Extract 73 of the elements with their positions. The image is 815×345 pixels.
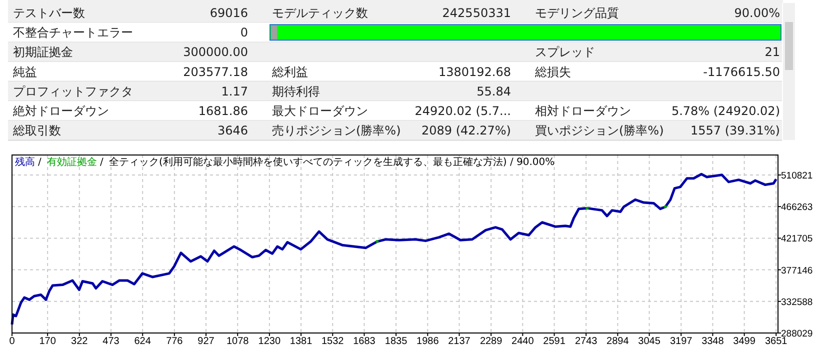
y-tick-label: 377146: [781, 265, 813, 276]
x-tick-label: 3348: [702, 336, 724, 345]
text: 24920.02 (5.7...: [414, 104, 511, 118]
text: 不整合チャートエラー: [13, 26, 133, 40]
text: 初期証拠金: [13, 45, 73, 60]
x-tick-label: 2137: [448, 336, 471, 345]
text: 90.00%: [734, 6, 780, 20]
text: 242550331: [442, 6, 511, 20]
x-tick-label: 3651: [764, 336, 788, 345]
annotation: /: [100, 157, 104, 168]
text: 1.17: [221, 84, 248, 98]
x-tick-label: 1381: [290, 336, 313, 345]
chart-title: 全ティック(利用可能な最小時間枠を使いすべてのティックを生成する、最も正確な方法) / 90.00%: [109, 156, 555, 168]
text: -1176615.50: [703, 64, 780, 79]
text: 3646: [217, 124, 248, 138]
text: 純益: [13, 64, 37, 79]
y-tick-label: 421705: [781, 234, 813, 245]
text: 期待利得: [272, 84, 320, 98]
text: 55.84: [476, 84, 511, 98]
text: モデリング品質: [535, 6, 619, 20]
x-tick-label: 1683: [353, 336, 376, 345]
x-tick-label: 2591: [543, 336, 566, 345]
text: 売りポジション(勝率%): [272, 124, 401, 138]
text: 総利益: [272, 64, 308, 79]
line-series: [10, 172, 778, 326]
text: 相対ドローダウン: [535, 104, 631, 118]
x-tick-label: 2894: [606, 336, 630, 345]
annotation: /: [38, 157, 42, 168]
x-tick-label: 624: [134, 336, 152, 345]
x-tick-label: 3045: [638, 336, 661, 345]
x-tick-label: 473: [102, 336, 120, 345]
text: 1557 (39.31%): [690, 124, 780, 138]
y-tick-label: 332588: [781, 296, 813, 308]
x-tick-label: 2440: [512, 336, 534, 345]
x-tick-label: 1230: [258, 336, 281, 345]
text: 203577.18: [183, 64, 248, 79]
x-tick-label: 1078: [226, 336, 250, 345]
text: スプレッド: [535, 45, 595, 60]
x-tick-label: 776: [166, 336, 184, 345]
x-tick-label: 3499: [733, 336, 756, 345]
x-tick-label: 1835: [384, 336, 408, 345]
text: 買いポジション(勝率%): [535, 124, 664, 138]
text: 絶対ドローダウン: [13, 104, 109, 118]
text: 69016: [210, 6, 248, 20]
y-tick-label: 466263: [781, 202, 813, 214]
x-tick-label: 2289: [480, 336, 503, 345]
text: 2089 (42.27%): [422, 124, 511, 138]
x-tick-label: 0: [9, 336, 16, 345]
y-tick-label: 510821: [781, 170, 813, 182]
text: 最大ドローダウン: [272, 104, 368, 118]
text: モデルティック数: [272, 6, 368, 20]
point: [664, 205, 667, 208]
text: 有効証拠金: [47, 156, 97, 168]
text: 1380192.68: [438, 64, 511, 79]
text: 21: [764, 45, 780, 60]
text: 5.78% (24920.02): [671, 104, 780, 118]
x-tick-label: 1986: [416, 336, 440, 345]
text: 0: [240, 26, 248, 40]
x-tick-label: 1532: [322, 336, 344, 345]
x-tick-label: 2743: [574, 336, 598, 345]
x-tick-label: 3197: [670, 336, 693, 345]
x-tick-label: 927: [198, 336, 215, 345]
text: 総損失: [535, 64, 571, 79]
point: [586, 206, 589, 210]
text: 1681.86: [198, 104, 248, 118]
text: テストバー数: [13, 6, 85, 20]
text: プロフィットファクタ: [13, 84, 133, 98]
text: 300000.00: [183, 45, 248, 60]
point: [376, 240, 379, 244]
x-tick-label: 170: [39, 336, 56, 345]
text: 残高: [15, 156, 35, 168]
x-tick-label: 322: [71, 336, 88, 345]
text: 総取引数: [13, 124, 61, 138]
